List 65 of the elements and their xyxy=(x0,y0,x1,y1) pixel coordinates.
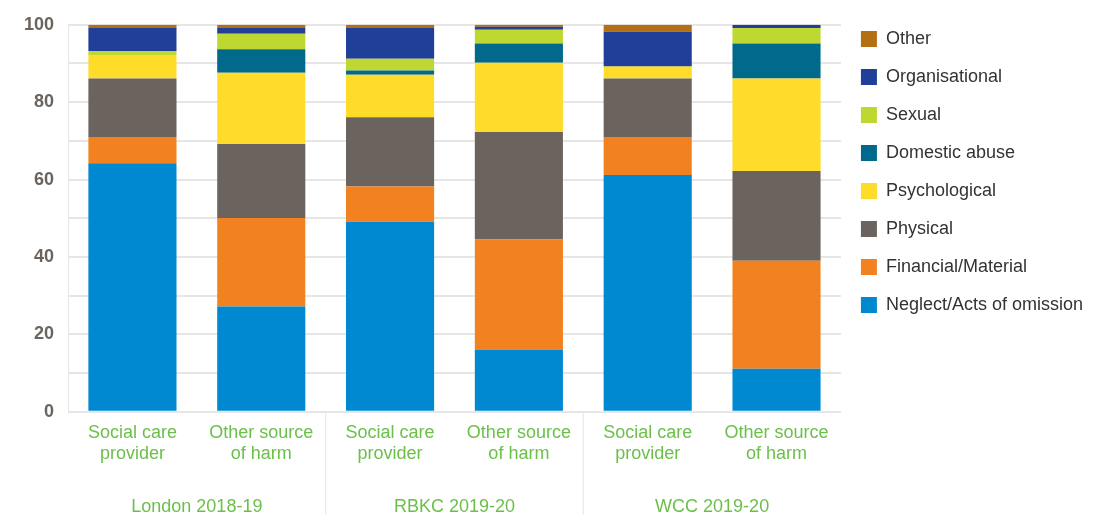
bar xyxy=(732,78,821,172)
bar xyxy=(603,31,692,67)
bar xyxy=(88,27,177,52)
x-tick-label: Social care provider xyxy=(603,421,693,464)
bar xyxy=(217,217,306,307)
legend-label: Physical xyxy=(885,217,953,238)
legend-label: Neglect/Acts of omission xyxy=(885,293,1083,314)
legend-label: Other xyxy=(885,27,931,48)
bar xyxy=(346,74,435,118)
x-tick-label: Other source of harm xyxy=(466,421,571,464)
bar xyxy=(732,260,821,369)
bar xyxy=(88,24,177,28)
bar xyxy=(603,174,692,411)
bar xyxy=(217,306,306,411)
bar xyxy=(346,27,435,59)
bar xyxy=(603,137,692,175)
x-tick-label: Social care provider xyxy=(345,421,435,464)
bar xyxy=(346,117,435,187)
bar xyxy=(217,24,306,28)
bar xyxy=(474,349,563,411)
bar xyxy=(88,163,177,411)
bar xyxy=(346,70,435,75)
bar xyxy=(603,78,692,138)
legend-label: Psychological xyxy=(885,179,996,200)
y-tick-label: 60 xyxy=(34,168,55,189)
bar xyxy=(217,33,306,50)
bar xyxy=(732,368,821,411)
text: WCC 2019-20 xyxy=(655,496,770,515)
text: RBKC 2019-20 xyxy=(393,496,516,515)
bar xyxy=(732,171,821,261)
y-tick-label: 0 xyxy=(44,400,55,421)
bar xyxy=(217,27,306,34)
bar xyxy=(474,239,563,350)
y-tick-label: 20 xyxy=(34,323,55,344)
x-tick-label: Social care provider xyxy=(87,421,177,464)
bar xyxy=(474,43,563,63)
bar xyxy=(217,49,306,73)
x-tick-label: Other source of harm xyxy=(724,421,829,464)
bar xyxy=(346,186,435,222)
bar xyxy=(88,78,177,138)
bar xyxy=(603,24,692,32)
legend-label: Financial/Material xyxy=(885,255,1027,276)
bar xyxy=(346,58,435,71)
bar xyxy=(474,29,563,44)
bar xyxy=(88,137,177,164)
legend-label: Sexual xyxy=(885,103,941,124)
bar xyxy=(346,221,435,411)
bar xyxy=(217,144,306,218)
legend-label: Organisational xyxy=(885,65,1002,86)
x-tick-label: Other source of harm xyxy=(209,421,314,464)
bar xyxy=(732,27,821,44)
bar xyxy=(346,24,435,28)
bar xyxy=(603,66,692,79)
bar xyxy=(88,54,177,79)
bar xyxy=(732,43,821,79)
y-tick-label: 40 xyxy=(34,245,55,266)
bar xyxy=(474,62,563,132)
bar xyxy=(474,132,563,240)
legend-label: Domestic abuse xyxy=(885,141,1015,162)
bar xyxy=(217,72,306,144)
bar xyxy=(732,24,821,28)
y-tick-label: 80 xyxy=(34,91,55,112)
y-tick-label: 100 xyxy=(23,13,55,34)
bar xyxy=(88,51,177,55)
text: London 2018-19 xyxy=(131,496,263,515)
